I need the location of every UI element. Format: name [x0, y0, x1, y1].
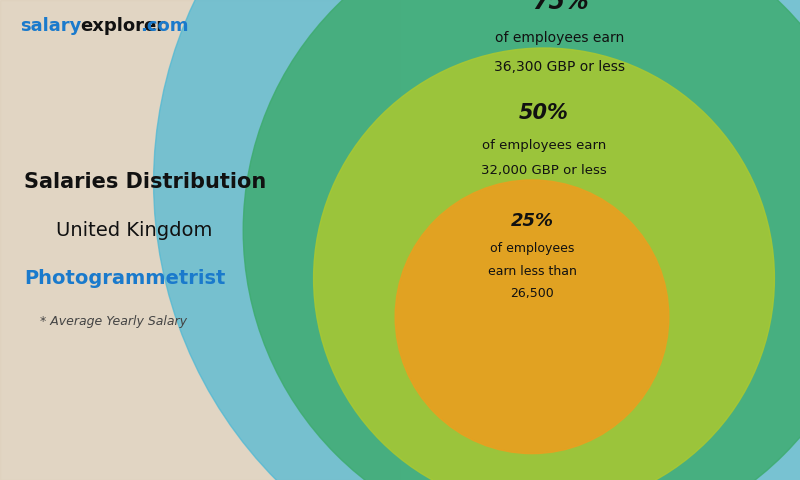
Text: 36,300 GBP or less: 36,300 GBP or less: [494, 60, 626, 74]
Text: of employees: of employees: [490, 242, 574, 255]
Text: explorer: explorer: [80, 17, 165, 35]
Ellipse shape: [154, 0, 800, 480]
Text: earn less than: earn less than: [487, 265, 577, 278]
Text: 32,000 GBP or less: 32,000 GBP or less: [481, 164, 607, 177]
Text: United Kingdom: United Kingdom: [56, 221, 212, 240]
Ellipse shape: [243, 0, 800, 480]
Text: salary: salary: [20, 17, 82, 35]
Text: 75%: 75%: [532, 0, 588, 14]
Ellipse shape: [314, 48, 774, 480]
Text: Salaries Distribution: Salaries Distribution: [24, 172, 266, 192]
Bar: [0, 0, 400, 480]
Ellipse shape: [395, 180, 669, 454]
Text: of employees earn: of employees earn: [482, 139, 606, 152]
Text: 50%: 50%: [519, 103, 569, 122]
Text: of employees earn: of employees earn: [495, 31, 625, 45]
Text: .com: .com: [140, 17, 189, 35]
Text: 25%: 25%: [510, 212, 554, 230]
Text: Photogrammetrist: Photogrammetrist: [24, 269, 226, 288]
Text: 26,500: 26,500: [510, 287, 554, 300]
Text: * Average Yearly Salary: * Average Yearly Salary: [40, 315, 187, 328]
